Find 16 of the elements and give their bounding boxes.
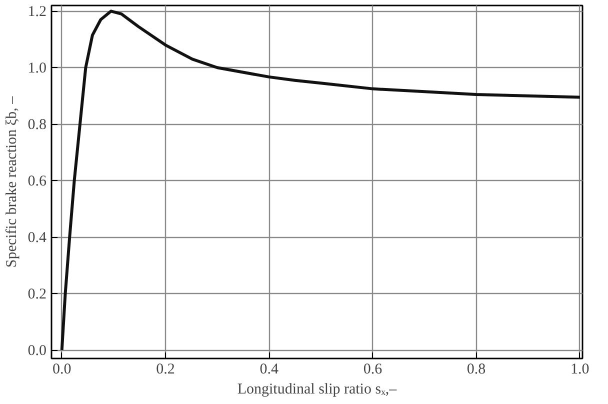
x-tick-label: 0.8 bbox=[466, 362, 486, 378]
x-tick-label: 1.0 bbox=[570, 362, 590, 378]
x-tick-label: 0.6 bbox=[363, 362, 383, 378]
y-axis-title: Specific brake reaction ξb, – bbox=[4, 96, 20, 268]
y-tick-label: 1.0 bbox=[28, 60, 46, 77]
x-tick-label: 0.4 bbox=[260, 362, 279, 378]
line-series bbox=[60, 10, 582, 352]
y-tick-label: 0.6 bbox=[28, 174, 47, 190]
x-axis-title: Longitudinal slip ratio sₓ,– bbox=[237, 382, 398, 398]
x-tick-label: 0.0 bbox=[52, 362, 72, 378]
y-tick-label: 0.2 bbox=[28, 286, 46, 303]
y-tick-label: 0.8 bbox=[28, 117, 46, 134]
y-tick-label: 0.0 bbox=[28, 343, 46, 360]
x-tick-label: 0.2 bbox=[156, 362, 175, 378]
y-tick-label: 0.4 bbox=[28, 230, 47, 246]
y-tick-label: 1.2 bbox=[28, 4, 46, 20]
